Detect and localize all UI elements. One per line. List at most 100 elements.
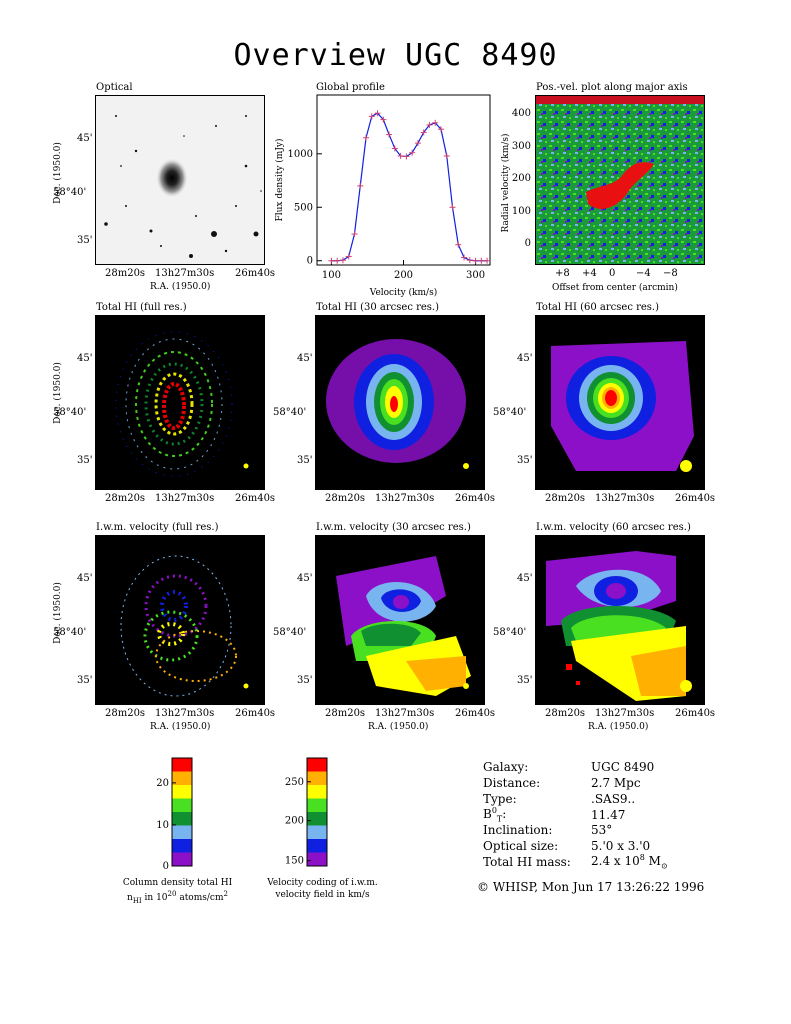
hi-30-title: Total HI (30 arcsec res.) — [316, 302, 440, 313]
colorbar-tick-label: 150 — [285, 856, 304, 867]
info-optsize-label: Optical size: — [483, 839, 559, 853]
colorbar-segment — [307, 812, 327, 826]
dec-tick-label: 35' — [517, 455, 533, 466]
optical-panel-title: Optical — [96, 82, 133, 93]
ra-tick-label: 13h27m30s — [155, 708, 215, 719]
vel-full-map[interactable] — [95, 535, 265, 705]
hi-dec-label: Dec. (1950.0) — [53, 362, 63, 424]
ra-tick-label: 26m40s — [455, 708, 496, 719]
ra-tick-label: 26m40s — [675, 493, 716, 504]
vel-full-title: I.w.m. velocity (full res.) — [96, 522, 219, 533]
hi-60-title: Total HI (60 arcsec res.) — [536, 302, 660, 313]
colorbar-tick-label: 250 — [285, 777, 304, 788]
dec-tick-label: 45' — [77, 573, 93, 584]
info-himass: 2.4 x 108 M⊙ — [591, 853, 668, 871]
x-tick-label: 200 — [394, 270, 413, 281]
hi-full-map[interactable] — [95, 315, 265, 490]
dec-tick-label: 45' — [517, 353, 533, 364]
info-type: .SAS9.. — [591, 792, 636, 806]
hi-full-title: Total HI (full res.) — [96, 302, 187, 313]
global-profile-chart: 100 200 300 0 500 1000 Velocity (km/s) Flux den… — [274, 94, 491, 298]
data-point — [357, 182, 364, 189]
ra-tick-label: 28m20s — [325, 708, 366, 719]
data-point — [391, 145, 398, 152]
data-point — [426, 121, 433, 128]
colorbar-segment — [172, 758, 192, 772]
dec-tick-label: 58°40' — [53, 407, 87, 418]
hi-60-map[interactable] — [535, 315, 705, 490]
pv-x-tick-label: −8 — [663, 268, 678, 279]
colorbar-segment — [307, 852, 327, 866]
data-point — [455, 241, 462, 248]
dec-tick-label: 45' — [297, 353, 313, 364]
ra-tick-label: 13h27m30s — [595, 493, 655, 504]
vel-dec-label: Dec. (1950.0) — [53, 582, 63, 644]
ra-tick-label: 13h27m30s — [155, 493, 215, 504]
colorbar-tick-label: 20 — [156, 778, 169, 789]
ra-tick-label: 26m40s — [235, 268, 276, 279]
colorbar-segment — [307, 839, 327, 853]
data-point — [368, 113, 375, 120]
ra-tick-label: 28m20s — [105, 493, 146, 504]
info-distance: 2.7 Mpc — [591, 776, 641, 790]
info-galaxy-label: Galaxy: — [483, 760, 529, 774]
colorbar-segment — [172, 798, 192, 812]
dec-tick-label: 58°40' — [53, 627, 87, 638]
colorbar-segment — [307, 798, 327, 812]
pv-x-tick-label: 0 — [609, 268, 616, 279]
colorbar-segment — [172, 839, 192, 853]
data-point — [363, 134, 370, 141]
pv-y-tick-label: 300 — [511, 140, 531, 152]
velocity-colorbar: 150 200 250 — [285, 757, 328, 867]
x-tick-label: 300 — [466, 270, 485, 281]
hi-30-map[interactable] — [315, 315, 485, 490]
global-plot-frame — [316, 94, 491, 266]
pv-offset-label: Offset from center (arcmin) — [552, 283, 678, 293]
velocity-caption-2: velocity field in km/s — [275, 890, 370, 900]
vel-30-map[interactable] — [315, 535, 485, 705]
pv-image[interactable] — [535, 95, 705, 265]
data-point — [380, 116, 387, 123]
dec-tick-label: 35' — [77, 675, 93, 686]
dec-tick-label: 45' — [297, 573, 313, 584]
dec-tick-label: 58°40' — [273, 407, 307, 418]
global-profile-line — [331, 112, 488, 262]
data-point — [472, 257, 479, 264]
colorbar-frame — [306, 757, 328, 867]
y-tick-label: 1000 — [288, 149, 313, 160]
pv-signal — [586, 162, 654, 209]
pv-x-tick-label: +8 — [555, 268, 570, 279]
vel-30-ra-label: R.A. (1950.0) — [368, 722, 429, 732]
optical-galaxy — [156, 158, 188, 198]
colorbar-segment — [307, 758, 327, 772]
y-tick-label: 500 — [294, 202, 313, 213]
ra-tick-label: 26m40s — [455, 493, 496, 504]
dec-tick-label: 35' — [77, 235, 93, 246]
data-point — [339, 257, 346, 264]
data-point — [461, 254, 468, 261]
vel-60-map[interactable] — [535, 535, 705, 705]
dec-tick-label: 45' — [517, 573, 533, 584]
vel-30-title: I.w.m. velocity (30 arcsec res.) — [316, 522, 471, 533]
pv-y-tick-label: 200 — [511, 173, 531, 184]
info-type-label: Type: — [483, 792, 517, 806]
data-point — [437, 126, 444, 133]
x-tick-label: 100 — [322, 270, 341, 281]
density-colorbar: 0 10 20 — [156, 757, 193, 870]
ra-tick-label: 28m20s — [325, 493, 366, 504]
data-point — [449, 204, 456, 211]
colorbar-tick-label: 200 — [285, 816, 304, 827]
x-axis-label: Velocity (km/s) — [369, 287, 437, 298]
ra-tick-label: 28m20s — [105, 268, 146, 279]
colorbar-segment — [307, 825, 327, 839]
colorbar-segment — [172, 785, 192, 799]
data-point — [386, 131, 393, 138]
ra-tick-label: 13h27m30s — [375, 708, 435, 719]
data-point — [478, 257, 485, 264]
vel-full-ra-label: R.A. (1950.0) — [150, 722, 211, 732]
ra-tick-label: 26m40s — [675, 708, 716, 719]
data-point — [328, 257, 335, 264]
pv-panel-title: Pos.-vel. plot along major axis — [536, 82, 688, 93]
optical-image[interactable] — [95, 95, 265, 265]
dec-tick-label: 35' — [297, 455, 313, 466]
